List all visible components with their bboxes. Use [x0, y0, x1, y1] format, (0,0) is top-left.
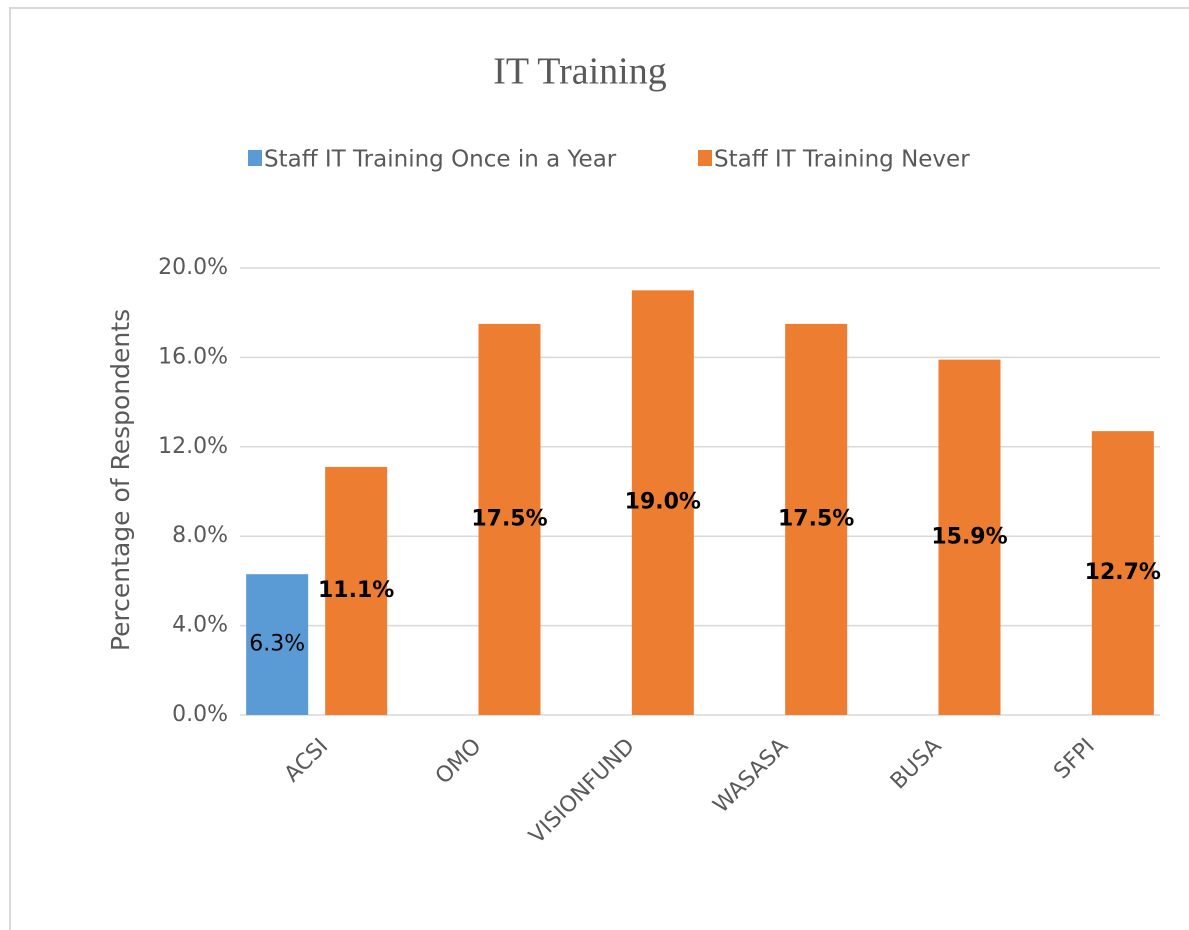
x-tick-label: VISIONFUND	[525, 734, 640, 849]
data-label: 19.0%	[625, 490, 701, 515]
y-tick-label: 8.0%	[172, 523, 228, 548]
bar	[785, 323, 848, 715]
data-label: 6.3%	[249, 632, 305, 657]
y-tick-label: 20.0%	[158, 255, 228, 280]
data-label: 15.9%	[931, 524, 1007, 549]
chart-title: IT Training	[493, 51, 667, 93]
y-tick-label: 0.0%	[172, 702, 228, 727]
data-label: 11.1%	[318, 578, 394, 603]
bar	[631, 290, 694, 715]
x-tick-label: OMO	[431, 734, 487, 790]
data-label: 17.5%	[778, 506, 854, 531]
y-tick-label: 16.0%	[158, 344, 228, 369]
legend-label: Staff IT Training Never	[714, 147, 970, 173]
bar	[478, 323, 541, 715]
y-tick-label: 4.0%	[172, 613, 228, 638]
legend-label: Staff IT Training Once in a Year	[264, 147, 617, 173]
data-label: 12.7%	[1085, 560, 1161, 585]
x-tick-label: ACSI	[280, 734, 333, 787]
data-label: 17.5%	[471, 506, 547, 531]
bar	[325, 466, 388, 715]
x-tick-label: BUSA	[886, 734, 947, 795]
legend-swatch	[248, 150, 262, 166]
chart-border	[9, 7, 1189, 930]
y-tick-label: 12.0%	[158, 434, 228, 459]
bar	[246, 574, 309, 715]
bar	[938, 359, 1001, 715]
x-tick-label: SFPI	[1049, 734, 1099, 784]
legend-swatch	[698, 150, 712, 166]
y-axis-title: Percentage of Respondents	[106, 309, 135, 651]
x-tick-label: WASASA	[709, 734, 793, 818]
bar	[1091, 431, 1154, 715]
